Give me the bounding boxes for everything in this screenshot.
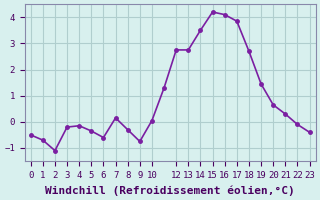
X-axis label: Windchill (Refroidissement éolien,°C): Windchill (Refroidissement éolien,°C) (45, 185, 295, 196)
